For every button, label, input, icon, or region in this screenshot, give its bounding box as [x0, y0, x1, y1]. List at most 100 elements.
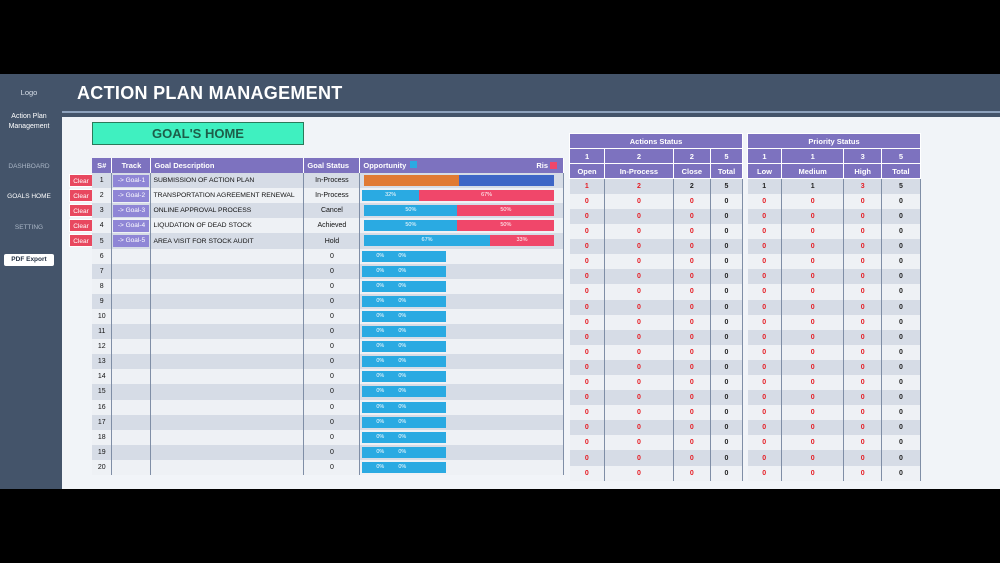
col-opportunity: Opportunity	[363, 161, 407, 171]
table-row: 8 0 0% 0%	[92, 278, 564, 294]
clear-button[interactable]: Clear	[69, 203, 93, 217]
goal-description	[150, 248, 305, 264]
clear-button[interactable]: Clear	[69, 218, 93, 232]
risk-pct: 0%	[398, 358, 407, 365]
opportunity-bar: 0% 0%	[362, 280, 447, 292]
goal-description	[150, 369, 305, 385]
track-cell	[111, 248, 152, 264]
high-cell: 0	[843, 329, 882, 345]
header: ACTION PLAN MANAGEMENT	[58, 74, 1000, 114]
goal-description	[150, 354, 305, 370]
high-cell: 0	[843, 239, 882, 255]
total-cell: 0	[881, 284, 922, 300]
row-number: 17	[92, 414, 113, 430]
low-cell: 0	[747, 193, 782, 209]
table-row: 19 0 0% 0%	[92, 444, 564, 460]
priority-count-low: 1	[747, 148, 782, 165]
clear-button[interactable]: Clear	[69, 188, 93, 202]
goal-status: 0	[303, 248, 361, 264]
low-cell: 0	[747, 465, 782, 481]
pdf-export-button[interactable]: PDF Export	[4, 254, 54, 266]
risk-pct: 50%	[500, 222, 512, 229]
opportunity-bar: 0% 0%	[362, 446, 447, 458]
nav-setting[interactable]: SETTING	[14, 224, 44, 231]
total-cell: 0	[881, 329, 922, 345]
total-cell: 0	[710, 420, 743, 436]
close-cell: 0	[673, 390, 712, 406]
goal-status: 0	[303, 278, 361, 294]
table-row: 13 0 0% 0%	[92, 354, 564, 370]
high-cell: 0	[843, 254, 882, 270]
in-process-cell: 0	[604, 450, 674, 466]
risk-pct: 0%	[398, 448, 407, 455]
goal-description	[150, 308, 305, 325]
nav-goals-home[interactable]: GOALS HOME	[7, 193, 51, 200]
row-number: 11	[92, 324, 113, 340]
open-cell: 0	[569, 450, 606, 466]
total-cell: 0	[881, 344, 922, 360]
table-row: 17 0 0% 0%	[92, 414, 564, 430]
total-cell: 0	[710, 329, 743, 345]
medium-cell: 0	[781, 314, 845, 330]
open-cell: 0	[569, 359, 606, 375]
goal-status: 0	[303, 369, 361, 385]
low-cell: 0	[747, 269, 782, 285]
clear-button[interactable]: Clear	[69, 234, 93, 247]
track-goal-button[interactable]: -> Goal-2	[113, 189, 150, 202]
row-number: 16	[92, 399, 113, 415]
high-cell: 0	[843, 420, 882, 436]
opportunity-pct: 0%	[376, 433, 385, 440]
total-cell: 0	[881, 390, 922, 406]
risk-pct: 0%	[398, 328, 407, 335]
close-cell: 0	[673, 208, 712, 225]
clear-button[interactable]: Clear	[69, 173, 93, 187]
total-cell: 0	[710, 193, 743, 209]
open-cell: 0	[569, 224, 606, 240]
total-cell: 0	[710, 224, 743, 240]
opportunity-pct: 0%	[376, 343, 385, 350]
opportunity-legend-swatch	[410, 161, 418, 169]
track-cell: -> Goal-5	[111, 233, 152, 249]
close-cell: 0	[673, 359, 712, 375]
opportunity-pct: 0%	[376, 282, 385, 289]
table-row: 18 0 0% 0%	[92, 429, 564, 445]
total-cell: 0	[710, 299, 743, 315]
in-process-cell: 0	[604, 465, 674, 481]
table-row: 2 -> Goal-2 TRANSPORTATION AGREEMENT RENEW…	[92, 188, 564, 204]
goal-status: 0	[303, 339, 361, 355]
low-cell: 0	[747, 344, 782, 360]
in-process-cell: 0	[604, 254, 674, 270]
close-cell: 0	[673, 465, 712, 481]
track-goal-button[interactable]: -> Goal-5	[113, 235, 150, 248]
risk-pct: 0%	[398, 388, 407, 395]
opportunity-risk-cell: 0% 0%	[359, 429, 564, 445]
opportunity-risk-cell: 0% 0%	[359, 414, 564, 430]
low-cell: 0	[747, 208, 782, 225]
medium-cell: 0	[781, 465, 845, 481]
open-cell: 0	[569, 284, 606, 300]
low-cell: 1	[747, 178, 782, 194]
actions-status-title: Actions Status	[569, 132, 743, 150]
opportunity-bar: 0% 0%	[362, 371, 447, 383]
track-goal-button[interactable]: -> Goal-3	[113, 204, 150, 217]
high-cell: 3	[843, 178, 882, 194]
opportunity-risk-cell: 0% 0%	[359, 308, 564, 325]
goal-description: SUBMISSION OF ACTION PLAN	[150, 173, 305, 189]
opportunity-pct: 0%	[376, 312, 385, 319]
goal-status: 0	[303, 293, 361, 309]
opportunity-risk-cell: 0% 0%	[359, 248, 564, 264]
nav-dashboard[interactable]: DASHBOARD	[8, 163, 50, 170]
open-cell: 0	[569, 269, 606, 285]
table-row: 15 0 0% 0%	[92, 384, 564, 400]
high-cell: 0	[843, 375, 882, 391]
close-cell: 0	[673, 224, 712, 240]
track-goal-button[interactable]: -> Goal-4	[113, 219, 150, 232]
opportunity-pct: 0%	[376, 373, 385, 380]
track-goal-button[interactable]: -> Goal-1	[113, 174, 150, 187]
in-process-cell: 0	[604, 314, 674, 330]
close-cell: 0	[673, 193, 712, 209]
